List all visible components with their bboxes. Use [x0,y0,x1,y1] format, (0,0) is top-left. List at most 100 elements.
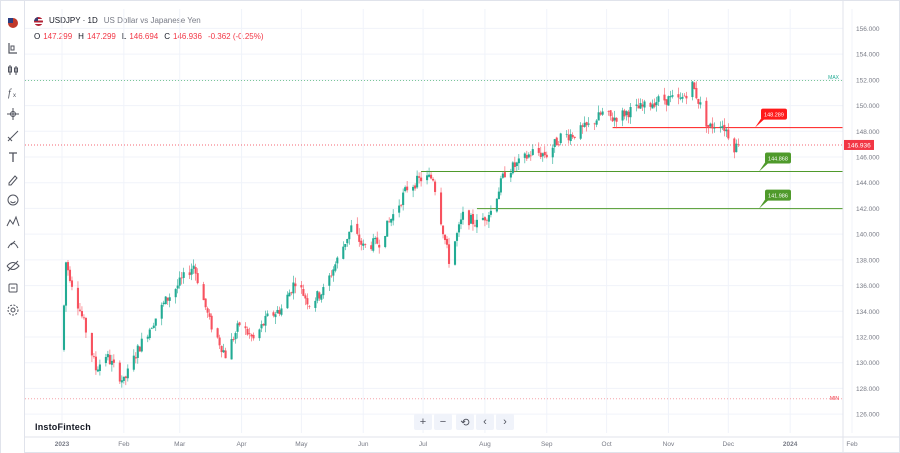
candle-body [98,364,101,371]
candle-body [685,95,688,99]
candle-body [643,101,646,108]
candle-body [497,191,500,200]
brush-icon[interactable] [4,170,22,188]
candle-body [160,304,163,319]
x-tick-label: Sep [541,441,553,448]
candle-body [196,273,199,284]
candle-body [118,362,121,382]
y-tick-label: 138.000 [856,257,880,264]
candle-body [246,328,249,335]
resistance-callout-label: 148.289 [764,113,784,119]
candle-body [376,237,379,244]
text-icon[interactable] [4,148,22,166]
candle-body [641,104,644,107]
candle-body [264,315,267,326]
candle-body [525,155,528,159]
flag-icon[interactable] [4,14,22,32]
candle-body [412,186,415,191]
candle-body [328,275,331,286]
candle-body [378,244,381,248]
candle-body [635,104,638,106]
candle-body [559,133,562,144]
candle-body [406,186,409,191]
measure-icon[interactable] [4,235,22,253]
candle-body [62,305,66,350]
candle-body [483,217,486,221]
pattern-icon[interactable] [4,213,22,231]
symbol-description: US Dollar vs Japanese Yen [103,16,201,25]
candle-body [569,134,572,142]
support-callout-box [765,152,791,164]
candle-body [501,173,504,178]
support-callout-label: 144.868 [768,157,788,163]
candle-body [70,280,74,287]
eye-icon[interactable] [4,257,22,275]
candle-body [481,217,484,220]
scroll-left-button[interactable]: ‹ [476,414,494,430]
scroll-right-button[interactable]: › [496,414,514,430]
low-value: 146.694 [129,32,159,41]
candle-body [322,287,325,296]
y-tick-label: 156.000 [856,26,880,33]
candle-body [597,112,600,121]
candle-body [108,354,111,365]
candle-body [330,275,333,277]
candle-body [120,380,123,383]
candle-body [523,153,526,158]
y-tick-label: 154.000 [856,52,880,59]
candles-icon[interactable] [4,61,22,79]
candle-body [126,368,129,379]
crosshair-icon[interactable] [4,105,22,123]
candle-body [178,277,181,286]
candle-body [386,220,389,237]
candle-body [595,120,598,125]
candle-body [336,257,339,264]
zoom-in-button[interactable]: + [414,414,432,430]
candle-body [609,110,612,117]
candle-body [430,174,433,179]
settings-icon[interactable] [4,301,22,319]
candle-body [146,336,149,339]
candle-body [154,318,157,326]
candle-body [400,204,403,206]
min-label: MIN [830,396,840,402]
zoom-out-button[interactable]: − [434,414,452,430]
candle-body [238,322,241,326]
candle-body [426,175,429,181]
price-chart[interactable]: 148.289 144.868 141.986 156.000 154.000 152.… [25,1,900,453]
candle-body [66,262,70,271]
candle-body [140,338,143,352]
close-value: 146.936 [173,32,202,41]
levels: 148.289 144.868 141.986 [421,108,843,210]
candle-body [414,185,417,189]
chart-type-icon[interactable] [4,39,22,57]
candle-body [208,313,211,317]
candle-body [613,117,616,121]
candle-body [222,350,225,353]
trend-line-icon[interactable] [4,127,22,145]
candle-body [250,334,253,337]
open-value: 147.299 [43,32,73,41]
candle-body [232,339,235,340]
candle-body [280,308,283,315]
magnet-icon[interactable] [4,279,22,297]
symbol-name[interactable]: USDJPY · 1D [49,16,98,25]
candle-body [234,333,237,340]
candle-body [434,181,437,192]
y-tick-label: 140.000 [856,232,880,239]
last-price-tag [844,139,874,150]
high-value: 147.299 [86,32,116,41]
candle-body [112,359,115,363]
candle-body [384,235,387,247]
candle-body [272,312,275,316]
candle-body [489,210,492,215]
candle-body [707,125,710,128]
candle-body [362,243,365,246]
candle-body [262,323,265,326]
candle-body [350,225,353,232]
emoji-icon[interactable] [4,191,22,209]
candle-body [671,95,674,97]
candle-body [304,295,307,299]
reset-button[interactable]: ⟲ [456,414,474,430]
